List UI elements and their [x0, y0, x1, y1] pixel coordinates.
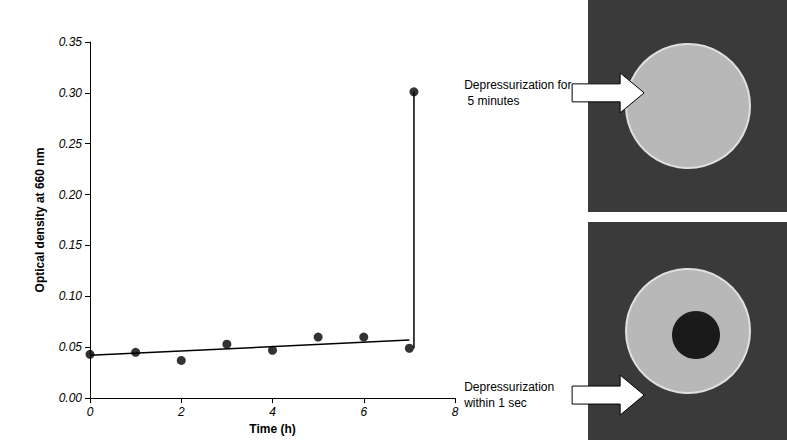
svg-text:0.00: 0.00 [59, 391, 83, 405]
svg-text:0.15: 0.15 [59, 238, 83, 252]
svg-text:5 minutes: 5 minutes [464, 94, 519, 108]
svg-text:4: 4 [269, 405, 276, 419]
svg-text:within 1 sec: within 1 sec [463, 396, 527, 410]
svg-text:0.30: 0.30 [59, 86, 83, 100]
svg-text:0.20: 0.20 [59, 188, 83, 202]
svg-text:0.05: 0.05 [59, 340, 83, 354]
svg-text:0.25: 0.25 [59, 137, 83, 151]
svg-text:0.35: 0.35 [59, 35, 83, 49]
svg-text:8: 8 [452, 405, 459, 419]
svg-text:0: 0 [87, 405, 94, 419]
svg-text:6: 6 [360, 405, 367, 419]
svg-text:Depressurization for: Depressurization for [464, 78, 571, 92]
svg-text:2: 2 [177, 405, 185, 419]
svg-text:Optical density at 660 nm: Optical density at 660 nm [33, 148, 47, 293]
svg-text:Depressurization: Depressurization [464, 380, 557, 394]
svg-text:Time (h): Time (h) [249, 422, 295, 436]
svg-text:0.10: 0.10 [59, 289, 83, 303]
